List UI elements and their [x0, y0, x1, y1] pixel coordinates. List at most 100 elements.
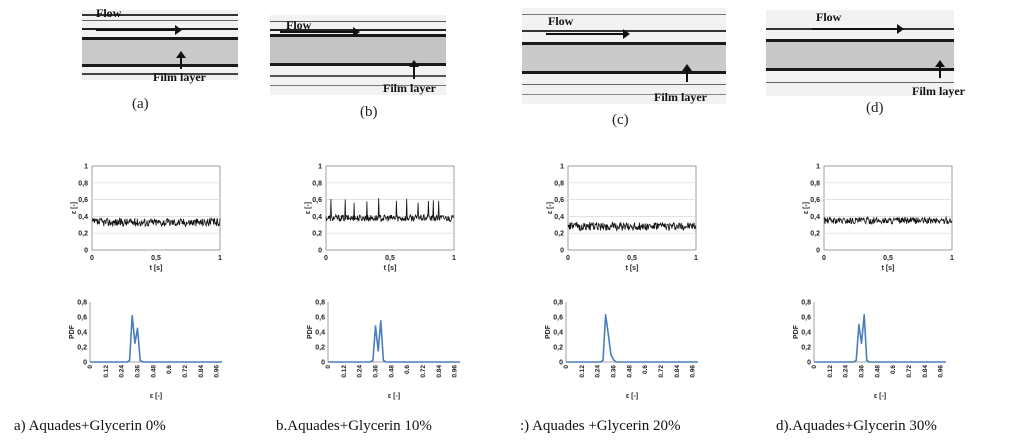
x-axis-label: ε [-]	[626, 393, 638, 400]
x-tick-label: 0.84	[674, 365, 681, 378]
x-tick-label: 0.72	[420, 365, 427, 378]
x-tick-label: 1	[218, 255, 222, 262]
x-tick-label: 0.36	[135, 365, 142, 378]
y-tick-label: 0,4	[77, 330, 87, 337]
flow-arrow	[280, 27, 360, 37]
pdf-series-line	[566, 313, 698, 363]
x-tick-label: 0.36	[611, 365, 618, 378]
flow-label: Flow	[548, 14, 574, 28]
x-tick-label: 0	[87, 365, 94, 369]
flow-label: Flow	[96, 6, 122, 20]
timeseries-chart-b: 0 0,2 0,4 0,6 0,8 1 0 0,5 1 t [s] ε [-]	[305, 164, 456, 273]
x-tick-label: 0.72	[906, 365, 913, 378]
y-tick-label: 0,8	[810, 180, 820, 187]
x-axis-label: t [s]	[384, 265, 397, 272]
y-tick-label: 0,2	[554, 231, 564, 238]
y-tick-label: 0,8	[77, 300, 87, 307]
x-axis-label: t [s]	[882, 265, 895, 272]
y-tick-label: 0,6	[315, 315, 325, 322]
y-axis-label: ε [-]	[547, 202, 554, 214]
timeseries-chart-c: 0 0,2 0,4 0,6 0,8 1 0 0,5 1 t [s] ε [-]	[547, 164, 698, 273]
panel-letter: (d)	[866, 100, 884, 116]
y-tick-label: 0,2	[78, 231, 88, 238]
y-tick-label: 1	[84, 164, 88, 171]
photo-b	[270, 15, 446, 95]
x-axis-label: t [s]	[150, 265, 163, 272]
film-arrow	[682, 64, 692, 82]
x-tick-label: 0	[325, 365, 332, 369]
x-tick-label: 0	[324, 255, 328, 262]
y-tick-label: 0,6	[312, 197, 322, 204]
y-tick-label: 0	[83, 360, 87, 367]
y-axis-label: ε [-]	[803, 202, 810, 214]
caption-d: d).Aquades+Glycerin 30%	[776, 418, 937, 434]
pdf-series-line	[328, 319, 460, 363]
x-tick-label: 0.96	[452, 365, 459, 378]
x-tick-label: 0.12	[827, 365, 834, 378]
y-tick-label: 0,2	[810, 231, 820, 238]
pdf-series-line	[814, 313, 946, 363]
y-tick-label: 0,8	[801, 300, 811, 307]
x-tick-label: 0.96	[938, 365, 945, 378]
pdf-series-line	[90, 314, 222, 363]
plot-frame	[91, 165, 221, 251]
y-tick-label: 0,2	[312, 231, 322, 238]
y-tick-label: 0,8	[312, 180, 322, 187]
x-tick-label: 0.36	[373, 365, 380, 378]
y-tick-label: 0,2	[801, 345, 811, 352]
y-tick-label: 0,6	[78, 197, 88, 204]
y-tick-label: 0,2	[77, 345, 87, 352]
timeseries-chart-d: 0 0,2 0,4 0,6 0,8 1 0 0,5 1 t [s] ε [-]	[803, 164, 954, 273]
x-tick-label: 0.6	[166, 365, 173, 374]
x-axis-label: ε [-]	[388, 393, 400, 400]
x-tick-label: 0	[90, 255, 94, 262]
film-layer-label: Film layer	[153, 70, 206, 84]
panel-letter: (a)	[132, 96, 149, 112]
x-tick-label: 0,5	[627, 255, 637, 262]
y-tick-label: 0	[807, 360, 811, 367]
x-tick-label: 0.6	[890, 365, 897, 374]
series-line	[325, 197, 455, 223]
y-tick-label: 0,8	[315, 300, 325, 307]
y-tick-label: 0,4	[312, 214, 322, 221]
series-line	[91, 216, 221, 228]
y-tick-label: 0	[321, 360, 325, 367]
y-tick-label: 1	[560, 164, 564, 171]
pdf-chart-c: 0 0,2 0,4 0,6 0,8 0 0.12 0.24 0.36 0.48 0.6 0.72 0.8…	[545, 300, 698, 400]
panel-letter: (c)	[612, 112, 629, 128]
y-axis-label: ε [-]	[305, 202, 312, 214]
y-axis-label: PDF	[69, 324, 76, 339]
series-line	[823, 215, 953, 226]
y-axis-label: PDF	[793, 324, 800, 339]
x-tick-label: 1	[694, 255, 698, 262]
x-tick-label: 0.24	[357, 365, 364, 378]
x-tick-label: 1	[452, 255, 456, 262]
x-tick-label: 0.72	[182, 365, 189, 378]
x-tick-label: 0.36	[859, 365, 866, 378]
x-tick-label: 0	[563, 365, 570, 369]
x-axis-label: ε [-]	[874, 393, 886, 400]
photo-c	[522, 8, 726, 104]
series-line	[567, 221, 697, 232]
y-tick-label: 1	[318, 164, 322, 171]
x-tick-label: 0.12	[341, 365, 348, 378]
y-axis-label: ε [-]	[71, 202, 78, 214]
plot-frame	[823, 165, 953, 251]
film-arrow	[409, 60, 419, 79]
flow-arrow	[96, 25, 182, 35]
y-tick-label: 0,4	[801, 330, 811, 337]
y-tick-label: 0,4	[78, 214, 88, 221]
y-tick-label: 0,6	[554, 197, 564, 204]
y-tick-label: 0,8	[78, 180, 88, 187]
x-tick-label: 0.48	[874, 365, 881, 378]
y-tick-label: 0,4	[554, 214, 564, 221]
x-tick-label: 0.84	[922, 365, 929, 378]
y-tick-label: 0,6	[553, 315, 563, 322]
x-tick-label: 0.48	[150, 365, 157, 378]
x-tick-label: 0.12	[579, 365, 586, 378]
x-tick-label: 0.6	[642, 365, 649, 374]
y-tick-label: 0,6	[77, 315, 87, 322]
caption-a: a) Aquades+Glycerin 0%	[14, 418, 166, 434]
pdf-chart-a: 0 0,2 0,4 0,6 0,8 0 0.12 0.24 0.36 0.48 0.6 0.72 0.8…	[69, 300, 222, 400]
x-tick-label: 0	[811, 365, 818, 369]
